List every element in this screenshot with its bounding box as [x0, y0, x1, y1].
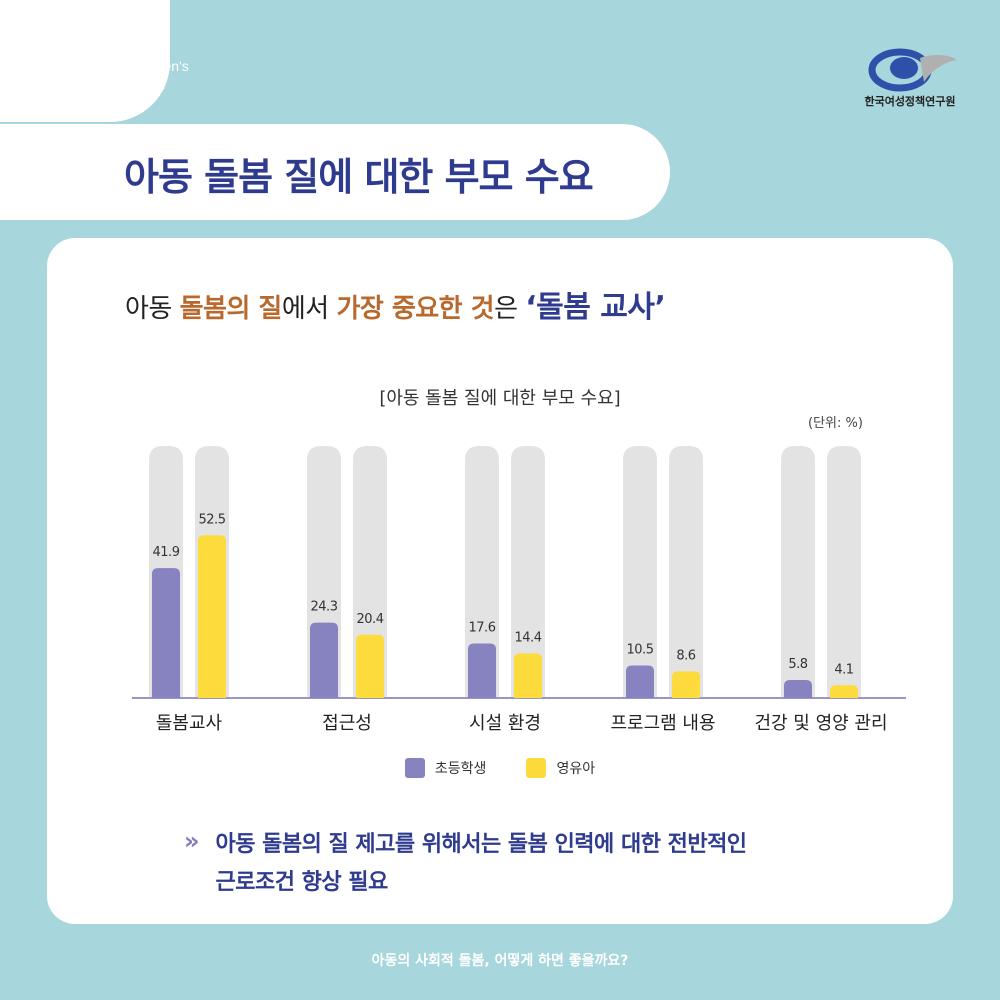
subtitle-part5: 은 — [494, 294, 526, 324]
chart-unit: (단위: %) — [808, 416, 863, 431]
subtitle-part4: 가장 중요한 것 — [336, 294, 495, 324]
logo-text: 한국여성정책연구원 — [864, 95, 956, 108]
page-title: 아동 돌봄 질에 대한 부모 수요 — [124, 155, 594, 199]
legend-swatch-infant — [526, 758, 547, 778]
subtitle: 아동 돌봄의 질에서 가장 중요한 것은 ‘돌봄 교사’ — [125, 282, 666, 326]
note-text: 아동 돌봄의 질 제고를 위해서는 돌봄 인력에 대한 전반적인 근로조건 향상… — [215, 832, 748, 895]
subtitle-part1: 아동 — [125, 294, 180, 324]
legend-label-infant: 영유아 — [556, 761, 596, 777]
content-card — [47, 238, 953, 924]
legend-item-infant: 영유아 — [526, 758, 595, 778]
legend-item-elementary: 초등학생 — [404, 758, 487, 778]
title-pill — [0, 124, 670, 220]
chart-title: [아동 돌봄 질에 대한 부모 수요] — [379, 388, 621, 409]
double-chevron-right-icon: » — [184, 827, 200, 855]
legend-label-elementary: 초등학생 — [434, 761, 487, 777]
org-pill — [0, 0, 170, 122]
subtitle-part2: 돌봄의 질 — [179, 294, 283, 324]
subtitle-part3: 에서 — [281, 294, 337, 324]
legend-swatch-elementary — [404, 758, 425, 778]
footer-text: 아동의 사회적 돌봄, 어떻게 하면 좋을까요? — [371, 953, 629, 969]
org-name: Korean Women's Development Institute — [82, 58, 189, 110]
subtitle-part6: ‘돌봄 교사’ — [525, 290, 666, 325]
chart-legend: 초등학생 영유아 — [0, 758, 1000, 778]
conclusion-note: » 아동 돌봄의 질 제고를 위해서는 돌봄 인력에 대한 전반적인 근로조건 … — [184, 826, 747, 902]
kwdi-logo-icon — [868, 48, 956, 92]
